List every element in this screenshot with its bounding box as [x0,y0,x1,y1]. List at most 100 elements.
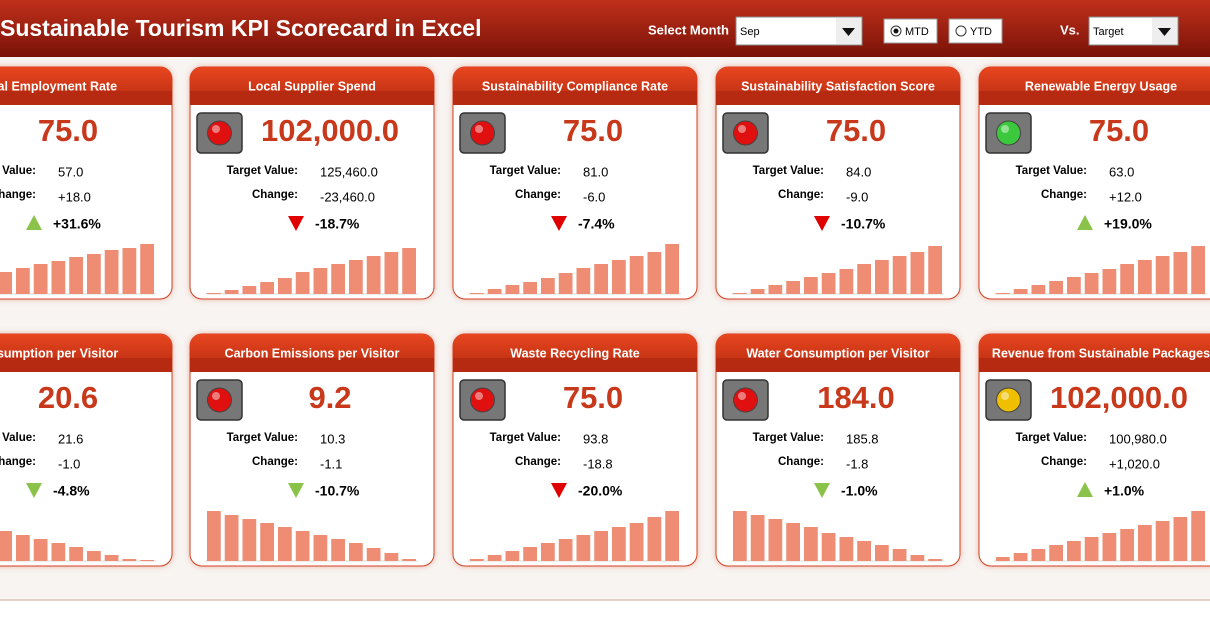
trend-bar [612,260,626,294]
trend-bar [750,515,765,561]
indicator-light [207,387,232,413]
kpi-value: 75.0 [826,113,886,148]
trend-bar [505,285,520,294]
trend-bar [69,257,83,294]
trend-bar [928,559,942,561]
trend-bar [16,535,30,561]
trend-bar [1191,511,1205,561]
target-label: arget Value: [0,432,36,444]
trend-bar [1120,529,1134,561]
kpi-card: ocal Employment Rate 75.0 arget Value: 57.0… [0,66,173,300]
change-percent: -7.4% [578,216,615,232]
kpi-value: 102,000.0 [1050,380,1188,415]
card-header [716,91,960,105]
kpi-value: 75.0 [1089,113,1149,148]
kpi-card: onsumption per Visitor 20.6 arget Value: 21… [0,333,173,567]
trend-bar [0,272,12,294]
header-bar [0,0,1210,57]
trend-bar [122,248,137,294]
change-value: +1,020.0 [1109,456,1160,471]
page-title: Sustainable Tourism KPI Scorecard in Exc… [0,15,481,41]
trend-bar [207,511,221,561]
change-value: -18.8 [583,456,613,471]
trend-bar [1173,252,1188,294]
target-label: Target Value: [490,165,561,177]
trend-bar [1155,256,1170,294]
trend-bar [242,519,257,561]
change-percent: -18.7% [315,216,360,232]
target-label: Target Value: [753,432,824,444]
kpi-value: 75.0 [38,113,98,148]
card-title: Sustainability Compliance Rate [482,79,668,93]
trend-bar [402,559,416,561]
trend-bar [16,268,30,294]
trend-bar [1084,537,1099,561]
card-header [190,91,434,105]
trend-bar [821,533,836,561]
trend-bar [576,268,591,294]
vs-dropdown[interactable]: Target [1088,16,1179,46]
card-header [0,91,172,105]
trend-bar [313,268,328,294]
radio-label[interactable]: MTD [905,26,929,38]
target-label: Target Value: [227,432,298,444]
target-value: 84.0 [846,164,871,179]
trend-bar [523,547,537,561]
ytd-option[interactable]: YTD [948,18,1003,44]
trend-bar [366,256,381,294]
indicator-glint [1001,125,1009,133]
target-label: Target Value: [753,165,824,177]
trend-bar [1191,246,1205,294]
month-dropdown[interactable]: Sep [735,16,863,46]
trend-bar [349,543,363,561]
trend-bar [733,511,747,561]
trend-bar [384,252,399,294]
card-header [0,358,172,372]
trend-bar [612,527,626,561]
dropdown-value[interactable]: Sep [740,26,760,38]
trend-bar [1067,541,1081,561]
kpi-value: 102,000.0 [261,113,399,148]
target-label: Target Value: [1016,432,1087,444]
trend-bar [470,293,484,294]
trend-bar [331,264,345,294]
trend-bar [892,549,907,561]
card-header [453,358,697,372]
dropdown-value[interactable]: Target [1093,26,1124,38]
trend-bar [260,523,274,561]
radio-label[interactable]: YTD [970,26,992,38]
kpi-card: Revenue from Sustainable Packages 102,000… [978,333,1210,567]
mtd-option[interactable]: MTD [883,18,938,44]
card-title: Local Supplier Spend [248,79,376,93]
trend-arrow [26,483,42,498]
radio[interactable] [955,25,967,37]
trend-bar [87,254,101,294]
change-label: Change: [515,456,561,468]
kpi-card: Sustainability Satisfaction Score 75.0 Tar… [715,66,961,300]
trend-bar [33,264,48,294]
trend-bar [541,543,555,561]
change-percent: -10.7% [841,216,886,232]
trend-bar [1031,549,1046,561]
indicator-glint [475,125,483,133]
trend-bar [402,248,416,294]
change-label: Change: [252,456,298,468]
indicator-light [470,120,495,146]
target-value: 21.6 [58,431,83,446]
card-title: onsumption per Visitor [0,346,118,360]
trend-bar [558,539,573,561]
change-percent: -20.0% [578,483,623,499]
indicator-light [996,387,1021,413]
target-value: 185.8 [846,431,879,446]
radio-dot [893,28,899,34]
kpi-card: Sustainability Compliance Rate 75.0 Target… [452,66,698,300]
trend-bar [224,515,239,561]
change-percent: -4.8% [53,483,90,499]
indicator-glint [212,392,220,400]
trend-bar [665,244,679,294]
card-title: Sustainability Satisfaction Score [741,79,935,93]
indicator-glint [738,392,746,400]
trend-bar [523,282,537,294]
trend-bar [104,555,119,561]
kpi-value: 75.0 [563,380,623,415]
